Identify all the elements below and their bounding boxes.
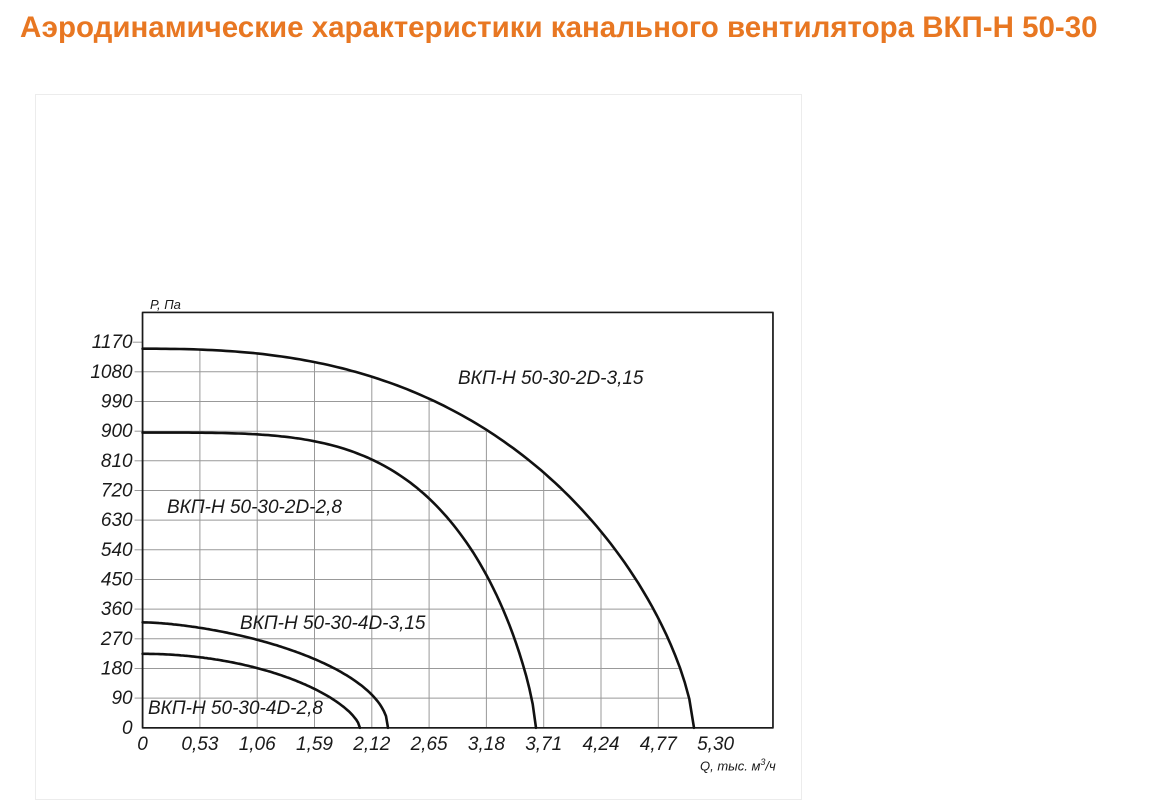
svg-text:450: 450 [101, 570, 133, 591]
svg-text:4,24: 4,24 [583, 734, 620, 755]
svg-text:180: 180 [101, 659, 133, 680]
svg-text:270: 270 [100, 629, 133, 650]
svg-text:5,30: 5,30 [697, 734, 734, 755]
svg-text:3,71: 3,71 [525, 734, 562, 755]
svg-text:4,77: 4,77 [640, 734, 678, 755]
svg-text:1170: 1170 [92, 332, 133, 353]
svg-text:3,18: 3,18 [468, 734, 505, 755]
svg-text:720: 720 [101, 481, 133, 502]
svg-text:540: 540 [101, 540, 133, 561]
svg-text:1,06: 1,06 [239, 734, 276, 755]
svg-text:1,59: 1,59 [296, 734, 333, 755]
svg-text:1080: 1080 [90, 362, 133, 383]
svg-text:810: 810 [101, 451, 133, 472]
svg-text:0,53: 0,53 [181, 734, 218, 755]
svg-text:2,65: 2,65 [410, 734, 448, 755]
svg-text:2,12: 2,12 [352, 734, 390, 755]
svg-text:0: 0 [122, 718, 133, 739]
svg-text:900: 900 [101, 421, 133, 442]
svg-text:630: 630 [101, 510, 133, 531]
svg-text:360: 360 [101, 599, 133, 620]
svg-text:990: 990 [101, 392, 133, 413]
svg-text:0: 0 [137, 734, 148, 755]
svg-text:90: 90 [111, 688, 133, 709]
